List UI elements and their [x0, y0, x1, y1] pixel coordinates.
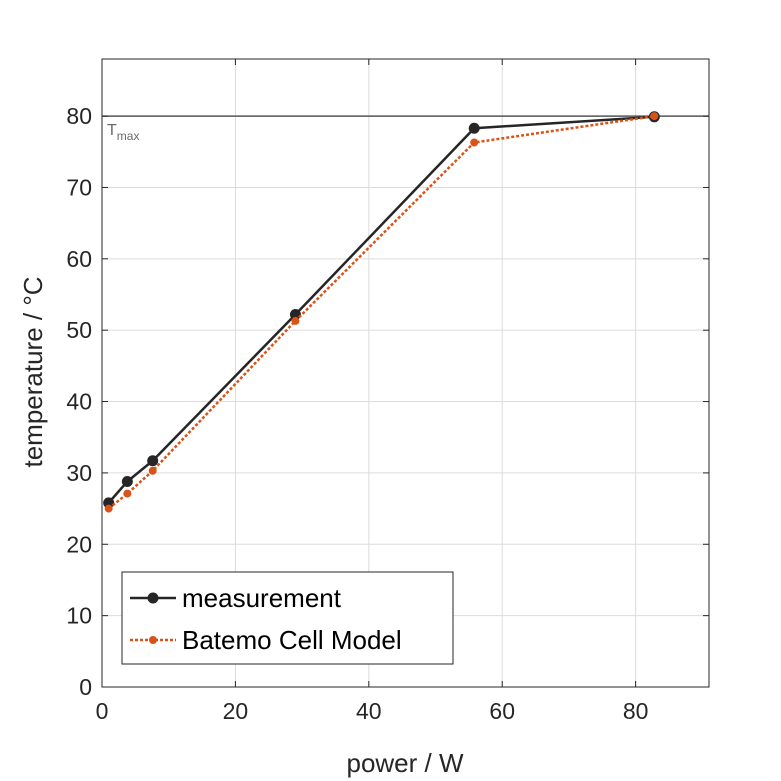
- y-axis-ticks: 0 10 20 30 40 50 60 70 80: [66, 103, 709, 700]
- x-tick-label: 40: [356, 698, 382, 724]
- y-tick-label: 40: [66, 389, 92, 415]
- data-point: [291, 316, 300, 325]
- data-point: [104, 504, 113, 513]
- data-point: [148, 466, 157, 475]
- series-line: [107, 114, 655, 510]
- data-point: [123, 489, 132, 498]
- y-tick-label: 30: [66, 460, 92, 486]
- series-layer: [103, 111, 660, 513]
- y-tick-label: 10: [66, 603, 92, 629]
- legend-label-measurement: measurement: [182, 583, 342, 613]
- y-tick-label: 0: [79, 674, 92, 700]
- legend-label-batemo: Batemo Cell Model: [182, 625, 402, 655]
- y-tick-label: 60: [66, 246, 92, 272]
- plot-frame: [101, 58, 710, 688]
- x-axis-label: power / W: [346, 748, 463, 778]
- legend-marker-batemo: [149, 636, 157, 644]
- legend-box: [121, 571, 454, 665]
- data-point: [147, 455, 159, 467]
- x-axis-ticks: 0 20 40 60 80: [96, 59, 649, 724]
- data-point: [121, 475, 133, 487]
- series-batemo-cell-model: [104, 112, 659, 513]
- y-tick-label: 70: [66, 174, 92, 200]
- data-point: [468, 122, 480, 134]
- legend-marker-measurement: [147, 592, 159, 604]
- y-tick-label: 50: [66, 317, 92, 343]
- data-point: [103, 497, 115, 509]
- x-tick-label: 60: [489, 698, 515, 724]
- data-point: [650, 112, 659, 121]
- y-axis-label: temperature / °C: [18, 276, 48, 467]
- t-max-label: Tmax: [107, 122, 139, 143]
- data-point: [289, 308, 301, 320]
- grid: [102, 59, 709, 687]
- y-tick-label: 20: [66, 531, 92, 557]
- y-tick-label: 80: [66, 103, 92, 129]
- data-point: [470, 138, 479, 147]
- series-measurement: [103, 111, 660, 509]
- x-tick-label: 20: [223, 698, 249, 724]
- legend: measurement Batemo Cell Model: [121, 571, 454, 665]
- x-tick-label: 0: [96, 698, 109, 724]
- x-tick-label: 80: [623, 698, 649, 724]
